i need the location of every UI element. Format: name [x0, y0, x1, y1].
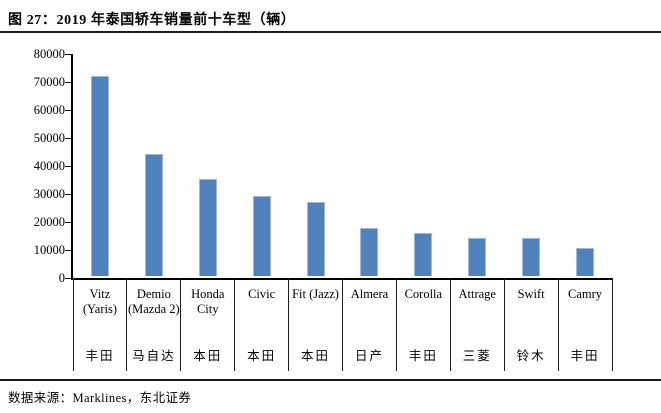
y-axis-labels: 0 10000 20000 30000 40000 50000 60000 70000 8000…	[0, 47, 65, 285]
chart-bar	[360, 228, 379, 276]
chart-bar	[252, 195, 271, 276]
category-cell: Almera 日产	[343, 280, 397, 371]
category-separator	[72, 278, 74, 371]
category-separator	[180, 278, 182, 371]
category-label: Vitz (Yaris)	[82, 287, 118, 316]
chart-bar	[522, 238, 541, 276]
category-label: Attrage	[458, 287, 496, 301]
category-cell: Vitz (Yaris) 丰田	[73, 280, 127, 371]
category-separator	[126, 278, 128, 371]
y-tick-mark	[65, 222, 71, 223]
y-tick-mark	[65, 110, 71, 111]
category-label: Camry	[568, 287, 603, 301]
plot-area	[65, 54, 612, 280]
category-separator	[342, 278, 343, 371]
brand-label: 日产	[354, 349, 384, 363]
y-tick-mark	[65, 166, 71, 167]
category-label: Almera	[350, 287, 389, 301]
source-rule	[0, 379, 661, 381]
chart-bar	[576, 248, 595, 276]
brand-label: 本田	[301, 349, 331, 363]
y-tick-mark	[65, 250, 71, 251]
brand-label: 三菱	[462, 349, 492, 363]
brand-label: 本田	[193, 349, 223, 363]
title-rule	[0, 31, 661, 33]
category-cell: Fit (Jazz) 本田	[289, 280, 343, 371]
category-label: Honda City	[191, 287, 225, 316]
category-cell: Corolla 丰田	[396, 280, 450, 371]
category-label: Corolla	[404, 287, 443, 301]
y-tick-label: 50000	[33, 130, 65, 145]
category-cell: Demio (Mazda 2) 马自达	[127, 280, 181, 371]
y-tick-label: 80000	[33, 46, 65, 61]
brand-label: 铃木	[516, 349, 546, 363]
y-tick-mark	[65, 138, 71, 139]
category-separator	[234, 278, 236, 371]
chart-bar	[90, 75, 109, 276]
y-tick-label: 30000	[33, 186, 65, 201]
brand-label: 丰田	[85, 349, 115, 363]
brand-label: 丰田	[408, 349, 438, 363]
category-cell: Camry 丰田	[558, 280, 612, 371]
chart-bar	[306, 202, 325, 276]
category-axis-table: Vitz (Yaris) 丰田 Demio (Mazda 2) 马自达 Honda Ci…	[72, 278, 613, 371]
category-cell: Swift 铃木	[504, 280, 558, 371]
y-tick-label: 20000	[33, 214, 65, 229]
x-axis-line	[71, 278, 612, 280]
y-tick-label: 40000	[33, 158, 65, 173]
category-separator	[557, 278, 559, 371]
category-label: Demio (Mazda 2)	[127, 287, 180, 316]
brand-label: 本田	[247, 349, 277, 363]
y-axis-line	[71, 54, 73, 280]
category-separator	[449, 278, 451, 371]
chart-bar	[468, 238, 487, 276]
y-tick-label: 60000	[33, 102, 65, 117]
y-tick-mark	[65, 278, 71, 279]
y-tick-mark	[65, 82, 71, 83]
y-tick-label: 0	[58, 270, 65, 285]
category-label: Fit (Jazz)	[292, 287, 339, 301]
brand-label: 丰田	[570, 349, 600, 363]
chart-bar	[144, 153, 163, 276]
brand-label: 马自达	[132, 349, 176, 363]
category-separator	[503, 278, 505, 371]
category-separator	[611, 278, 613, 371]
category-separator	[395, 278, 397, 371]
y-tick-mark	[65, 54, 71, 55]
category-label: Swift	[517, 287, 545, 301]
figure-title: 图 27：2019 年泰国轿车销量前十车型（辆）	[8, 13, 296, 28]
y-tick-mark	[65, 194, 71, 195]
source-note: 数据来源：Marklines，东北证券	[8, 391, 192, 405]
category-cell: Honda City 本田	[181, 280, 235, 371]
category-label: Civic	[248, 287, 276, 301]
category-cell: Civic 本田	[235, 280, 289, 371]
category-separator	[288, 278, 290, 371]
y-tick-label: 10000	[33, 242, 65, 257]
chart-bar	[414, 232, 433, 276]
chart-bar	[198, 178, 217, 276]
y-tick-label: 70000	[33, 74, 65, 89]
category-cell: Attrage 三菱	[450, 280, 504, 371]
